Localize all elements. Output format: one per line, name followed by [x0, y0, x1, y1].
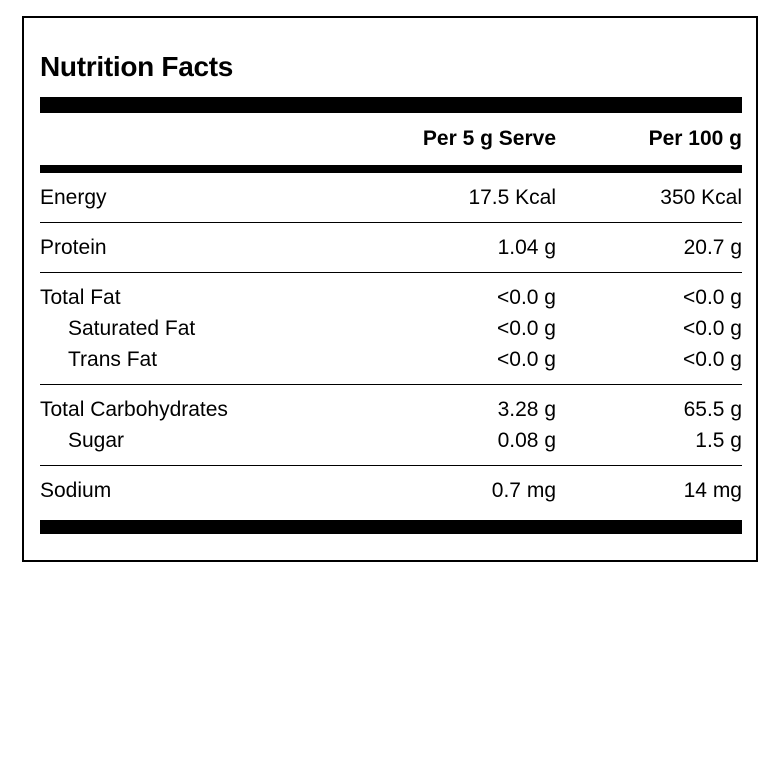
nutrient-value-per-serve: <0.0 g — [497, 348, 556, 371]
thick-divider-bottom — [40, 520, 742, 534]
nutrient-value-per-100g: 65.5 g — [683, 398, 742, 421]
nutrient-name: Sugar — [68, 429, 125, 452]
nutrient-group-sodium: Sodium 0.7 mg 14 mg — [40, 466, 742, 515]
nutrition-facts-title: Nutrition Facts — [40, 51, 234, 82]
nutrient-row-sugar: Sugar 0.08 g 1.5 g — [40, 425, 742, 456]
nutrient-row-energy: Energy 17.5 Kcal 350 Kcal — [40, 182, 742, 213]
thick-divider-top — [40, 97, 742, 113]
nutrient-row-saturated-fat: Saturated Fat <0.0 g <0.0 g — [40, 313, 742, 344]
nutrient-group-energy: Energy 17.5 Kcal 350 Kcal — [40, 173, 742, 223]
nutrient-name: Protein — [40, 236, 107, 259]
nutrient-row-sodium: Sodium 0.7 mg 14 mg — [40, 475, 742, 506]
nutrient-value-per-serve: 17.5 Kcal — [468, 186, 556, 209]
nutrition-facts-panel: Nutrition Facts Per 5 g Serve Per 100 g … — [22, 16, 758, 562]
nutrient-name: Total Fat — [40, 286, 121, 309]
nutrient-group-fat: Total Fat <0.0 g <0.0 g Saturated Fat <0… — [40, 273, 742, 385]
nutrient-value-per-serve: 0.08 g — [497, 429, 556, 452]
nutrient-group-protein: Protein 1.04 g 20.7 g — [40, 223, 742, 273]
nutrient-name: Energy — [40, 186, 107, 209]
nutrient-value-per-serve: <0.0 g — [497, 286, 556, 309]
column-header-row: Per 5 g Serve Per 100 g — [40, 113, 742, 165]
nutrient-value-per-100g: <0.0 g — [683, 348, 742, 371]
nutrient-value-per-100g: <0.0 g — [683, 286, 742, 309]
nutrient-value-per-serve: 0.7 mg — [491, 479, 556, 502]
nutrient-value-per-100g: 350 Kcal — [660, 186, 742, 209]
nutrient-value-per-100g: 14 mg — [683, 479, 742, 502]
nutrient-value-per-100g: 1.5 g — [695, 429, 742, 452]
nutrient-name: Trans Fat — [68, 348, 158, 371]
column-header-per-serve: Per 5 g Serve — [422, 127, 556, 150]
column-header-per-100g: Per 100 g — [648, 127, 742, 150]
nutrient-name: Sodium — [40, 479, 112, 502]
thick-divider-under-header — [40, 165, 742, 173]
nutrient-name: Total Carbohydrates — [40, 398, 228, 421]
nutrient-row-trans-fat: Trans Fat <0.0 g <0.0 g — [40, 344, 742, 375]
nutrient-value-per-100g: 20.7 g — [683, 236, 742, 259]
nutrient-row-total-carbohydrates: Total Carbohydrates 3.28 g 65.5 g — [40, 394, 742, 425]
nutrient-row-protein: Protein 1.04 g 20.7 g — [40, 232, 742, 263]
nutrient-group-carbohydrates: Total Carbohydrates 3.28 g 65.5 g Sugar … — [40, 385, 742, 466]
nutrient-value-per-100g: <0.0 g — [683, 317, 742, 340]
nutrient-value-per-serve: <0.0 g — [497, 317, 556, 340]
nutrient-value-per-serve: 3.28 g — [497, 398, 556, 421]
nutrient-name: Saturated Fat — [68, 317, 196, 340]
nutrient-row-total-fat: Total Fat <0.0 g <0.0 g — [40, 282, 742, 313]
nutrient-value-per-serve: 1.04 g — [497, 236, 556, 259]
